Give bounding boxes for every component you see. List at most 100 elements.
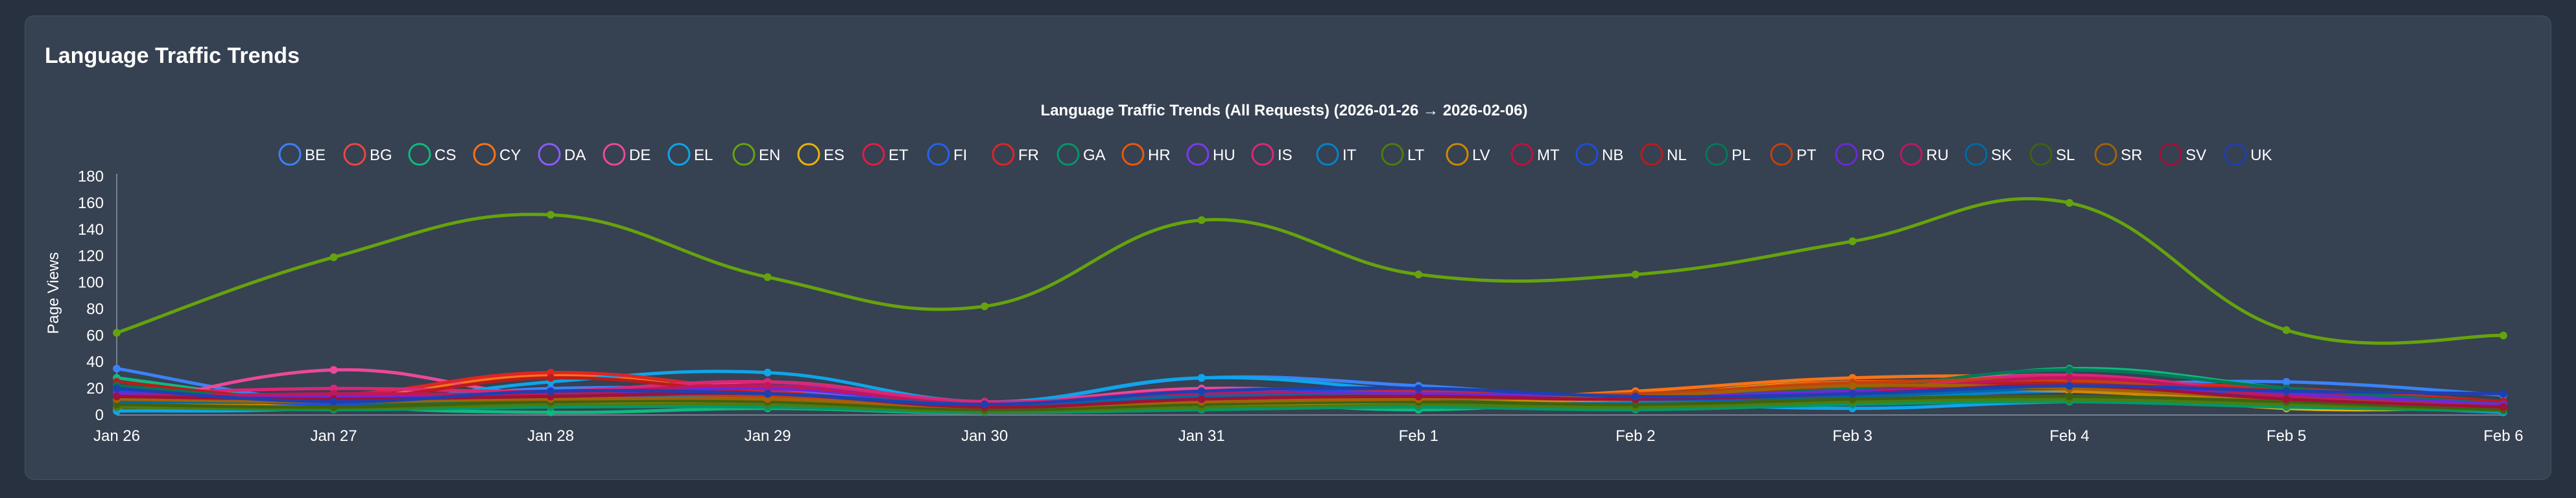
data-point[interactable] xyxy=(2499,403,2507,411)
data-point[interactable] xyxy=(2282,377,2291,386)
data-point[interactable] xyxy=(1848,382,1857,390)
data-point[interactable] xyxy=(763,368,772,377)
legend-item-de[interactable]: DE xyxy=(602,143,650,166)
data-point[interactable] xyxy=(2499,331,2507,340)
data-point[interactable] xyxy=(981,302,989,311)
legend-label: NL xyxy=(1667,147,1687,164)
data-point[interactable] xyxy=(1414,270,1423,279)
plot-area xyxy=(113,196,2507,416)
x-tick-label: Feb 5 xyxy=(2267,427,2306,445)
legend-swatch xyxy=(2159,143,2182,166)
legend-item-lv[interactable]: LV xyxy=(1446,143,1490,166)
data-point[interactable] xyxy=(763,382,772,390)
legend-swatch xyxy=(862,143,885,166)
legend-item-lt[interactable]: LT xyxy=(1381,143,1425,166)
legend-label: BG xyxy=(370,147,392,164)
legend-item-fr[interactable]: FR xyxy=(992,143,1039,166)
data-point[interactable] xyxy=(1414,385,1423,393)
data-point[interactable] xyxy=(981,400,989,409)
legend-swatch xyxy=(927,143,950,166)
data-point[interactable] xyxy=(329,366,338,374)
legend-item-en[interactable]: EN xyxy=(732,143,780,166)
legend-item-hu[interactable]: HU xyxy=(1186,143,1235,166)
legend-item-pl[interactable]: PL xyxy=(1705,143,1750,166)
data-point[interactable] xyxy=(1631,270,1640,279)
legend-item-cs[interactable]: CS xyxy=(408,143,456,166)
legend-item-nb[interactable]: NB xyxy=(1575,143,1623,166)
legend-item-is[interactable]: IS xyxy=(1251,143,1293,166)
data-point[interactable] xyxy=(2499,390,2507,398)
data-point[interactable] xyxy=(1197,216,1206,224)
legend-swatch xyxy=(1056,143,1080,166)
data-point[interactable] xyxy=(329,397,338,406)
data-point[interactable] xyxy=(2065,198,2073,207)
data-point[interactable] xyxy=(763,273,772,281)
data-point[interactable] xyxy=(113,364,121,373)
legend-item-ro[interactable]: RO xyxy=(1835,143,1885,166)
y-tick-label: 160 xyxy=(78,195,104,212)
data-point[interactable] xyxy=(547,387,555,396)
legend-label: RU xyxy=(1926,147,1949,164)
y-axis-label: Page Views xyxy=(45,252,62,334)
legend-item-da[interactable]: DA xyxy=(538,143,586,166)
x-tick-label: Jan 26 xyxy=(93,427,140,445)
legend-item-it[interactable]: IT xyxy=(1316,143,1357,166)
legend-item-mt[interactable]: MT xyxy=(1510,143,1560,166)
legend-item-cy[interactable]: CY xyxy=(473,143,521,166)
data-point[interactable] xyxy=(2065,366,2073,374)
data-point[interactable] xyxy=(329,253,338,261)
legend-label: IS xyxy=(1278,147,1293,164)
data-point[interactable] xyxy=(113,385,121,393)
legend-item-fi[interactable]: FI xyxy=(927,143,967,166)
legend-item-sr[interactable]: SR xyxy=(2094,143,2142,166)
legend-label: SV xyxy=(2186,147,2206,164)
series-en xyxy=(113,196,2507,345)
legend-item-hr[interactable]: HR xyxy=(1121,143,1171,166)
y-tick-label: 0 xyxy=(95,407,104,424)
legend-item-be[interactable]: BE xyxy=(278,143,326,166)
series-line xyxy=(116,394,2504,412)
data-point[interactable] xyxy=(1631,392,1640,401)
data-point[interactable] xyxy=(2282,387,2291,396)
legend-item-sv[interactable]: SV xyxy=(2159,143,2206,166)
data-point[interactable] xyxy=(2065,374,2073,382)
legend-item-uk[interactable]: UK xyxy=(2224,143,2272,166)
legend-swatch xyxy=(473,143,496,166)
legend-item-el[interactable]: EL xyxy=(667,143,713,166)
data-point[interactable] xyxy=(1197,395,1206,403)
data-point[interactable] xyxy=(2282,326,2291,335)
legend-item-bg[interactable]: BG xyxy=(343,143,392,166)
data-point[interactable] xyxy=(1414,392,1423,401)
data-point[interactable] xyxy=(113,329,121,337)
data-point[interactable] xyxy=(1848,390,1857,398)
legend-label: SR xyxy=(2121,147,2142,164)
legend-item-ga[interactable]: GA xyxy=(1056,143,1106,166)
series-line xyxy=(116,397,2504,413)
y-axis: 0 20 40 60 80 100 120 140 160 180 xyxy=(78,168,117,424)
legend-item-pt[interactable]: PT xyxy=(1770,143,1817,166)
data-point[interactable] xyxy=(1848,237,1857,246)
x-tick-label: Jan 27 xyxy=(311,427,357,445)
data-point[interactable] xyxy=(2282,395,2291,403)
data-point[interactable] xyxy=(1197,387,1206,396)
legend-swatch xyxy=(1381,143,1404,166)
data-point[interactable] xyxy=(2065,392,2073,401)
data-point[interactable] xyxy=(1197,374,1206,382)
legend-item-sk[interactable]: SK xyxy=(1964,143,2012,166)
data-point[interactable] xyxy=(547,211,555,219)
data-point[interactable] xyxy=(113,392,121,401)
legend-item-ru[interactable]: RU xyxy=(1900,143,1949,166)
data-point[interactable] xyxy=(547,374,555,382)
legend-item-nl[interactable]: NL xyxy=(1640,143,1687,166)
legend-item-et[interactable]: ET xyxy=(862,143,909,166)
legend-label: NB xyxy=(1602,147,1623,164)
legend-item-sl[interactable]: SL xyxy=(2029,143,2075,166)
legend-swatch xyxy=(1121,143,1145,166)
legend-label: ES xyxy=(824,147,844,164)
data-point[interactable] xyxy=(763,390,772,398)
legend-label: HU xyxy=(1213,147,1235,164)
legend-swatch xyxy=(1770,143,1793,166)
legend-item-es[interactable]: ES xyxy=(797,143,844,166)
data-point[interactable] xyxy=(2065,382,2073,390)
